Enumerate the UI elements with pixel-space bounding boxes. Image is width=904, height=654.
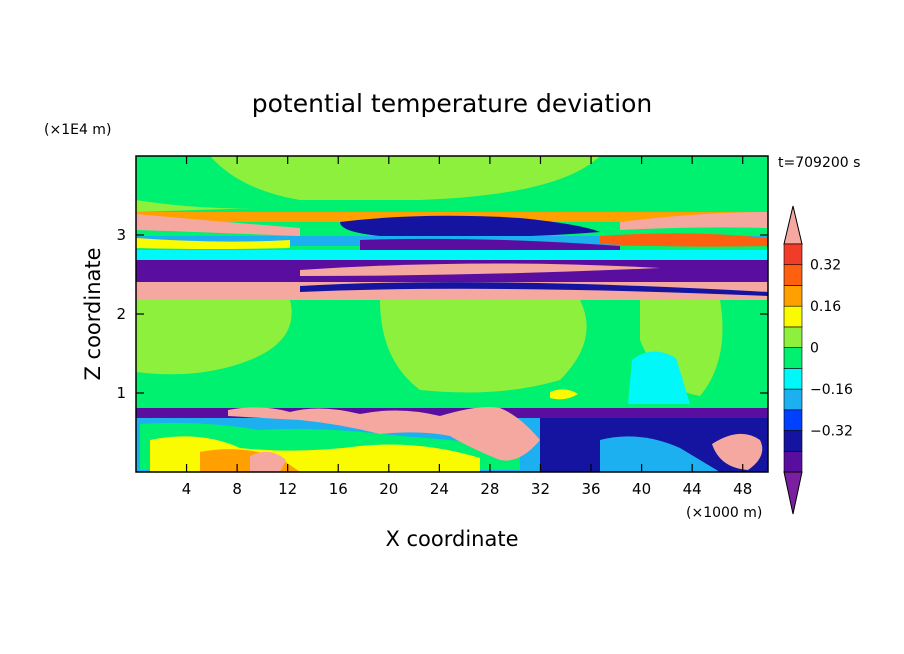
colorbar-band	[783, 285, 803, 307]
colorbar-band	[783, 264, 803, 286]
field-light-patch-2	[380, 300, 587, 393]
y-tick-label: 3	[116, 226, 126, 244]
x-tick-label: 8	[232, 480, 242, 498]
colorbar-extend-min	[783, 471, 803, 515]
field-pink-center	[300, 263, 660, 276]
field-surface-pink-2	[250, 451, 286, 472]
colorbar-band	[783, 430, 803, 452]
x-tick-label: 12	[278, 480, 297, 498]
field-surface-pink	[228, 407, 540, 461]
x-tick-label: 32	[531, 480, 550, 498]
colorbar-band	[783, 368, 803, 390]
colorbar-band	[783, 409, 803, 431]
x-axis-label: X coordinate	[385, 527, 518, 551]
x-tick-label: 36	[581, 480, 600, 498]
colorbar-tick-label: 0.32	[810, 258, 841, 274]
x-tick-label: 48	[733, 480, 752, 498]
colorbar-tick-label: −0.32	[810, 424, 853, 440]
y-tick-label: 1	[116, 384, 126, 402]
x-tick-label: 24	[430, 480, 449, 498]
y-axis-label: Z coordinate	[81, 247, 105, 380]
time-label: t=709200 s	[778, 155, 860, 171]
field-navy-top	[340, 215, 600, 238]
colorbar-band	[783, 243, 803, 266]
field-light-patch-1	[136, 300, 292, 375]
field-navy-wave	[300, 282, 768, 296]
field-yellow-mid	[136, 238, 290, 249]
colorbar-extend-max	[783, 205, 803, 245]
colorbar-band	[783, 450, 803, 473]
x-tick-label: 40	[632, 480, 651, 498]
colorbar: 0.32 0.16 0 −0.16 −0.32	[783, 205, 853, 515]
x-unit-label: (×1000 m)	[686, 505, 762, 521]
x-tick-label: 44	[683, 480, 702, 498]
field-pink-upper	[136, 214, 300, 236]
x-tick-label: 16	[329, 480, 348, 498]
colorbar-band	[783, 305, 803, 328]
field-upper-light-2	[136, 200, 260, 212]
chart-title: potential temperature deviation	[252, 89, 652, 118]
x-tick-label: 20	[379, 480, 398, 498]
x-tick-label: 28	[480, 480, 499, 498]
colorbar-band	[783, 388, 803, 411]
field-yellow-blob	[550, 389, 578, 400]
plot-area	[135, 155, 769, 473]
field-pink-upper-right	[620, 212, 768, 230]
field-cyan-lower	[136, 250, 768, 260]
colorbar-tick-label: 0.16	[810, 299, 841, 315]
field-red-mid	[600, 233, 768, 247]
field-cyan-cell	[628, 351, 690, 404]
field-upper-light	[136, 156, 600, 200]
colorbar-tick-label: −0.16	[810, 382, 853, 398]
y-tick-label: 2	[116, 305, 126, 323]
colorbar-band	[783, 347, 803, 369]
x-axis: 4 8 12 16 20 24 28 32 36 40 44 48	[182, 156, 752, 498]
y-axis: 1 2 3	[116, 226, 768, 402]
colorbar-tick-label: 0	[810, 341, 819, 357]
y-unit-label: (×1E4 m)	[44, 122, 111, 138]
field-surface-right-pink	[712, 433, 763, 470]
x-tick-label: 4	[182, 480, 192, 498]
colorbar-band	[783, 326, 803, 348]
field-surface-right-cyan	[600, 436, 720, 472]
